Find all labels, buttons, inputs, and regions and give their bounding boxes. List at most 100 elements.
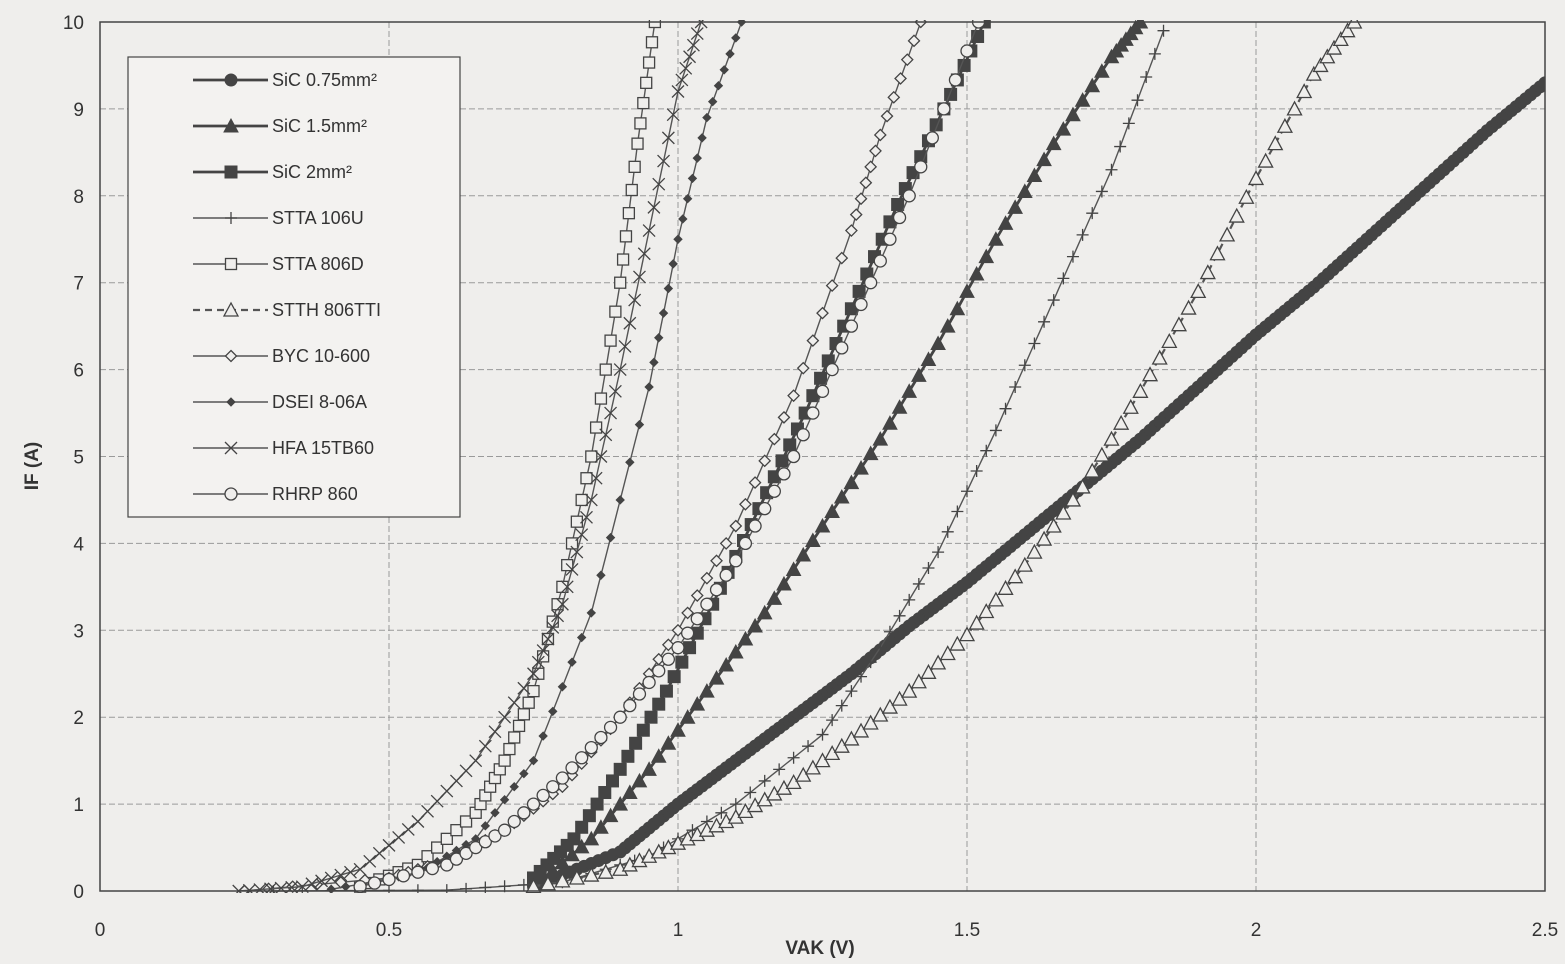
data-point [459, 846, 473, 860]
series-1 [525, 20, 1149, 893]
data-point [382, 838, 396, 852]
legend: SiC 0.75mm² SiC 1.5mm² SiC 2mm² STTA 106U ST… [127, 56, 461, 518]
data-point [594, 392, 608, 405]
y-tick-label: 9 [73, 100, 84, 121]
data-point [396, 869, 411, 883]
data-point [517, 708, 531, 721]
data-point [450, 824, 463, 837]
data-point [683, 50, 697, 64]
data-point [1238, 188, 1255, 204]
legend-label: SiC 0.75mm² [272, 70, 377, 90]
data-point [224, 441, 238, 455]
data-point [758, 454, 772, 468]
data-point [872, 706, 889, 722]
y-tick-label: 10 [63, 13, 84, 34]
data-point [650, 748, 667, 763]
data-point [596, 570, 606, 580]
series-5 [525, 20, 1363, 893]
legend-label: BYC 10-600 [272, 346, 370, 366]
data-point [586, 608, 597, 618]
data-point [968, 614, 985, 630]
data-point [902, 189, 916, 203]
data-point [854, 192, 868, 206]
data-point [597, 863, 614, 879]
data-point [731, 33, 741, 43]
data-point [1095, 185, 1108, 198]
data-point [548, 706, 558, 717]
data-point [686, 38, 700, 52]
data-point [608, 384, 622, 398]
data-point [583, 866, 600, 882]
legend-entry: HFA 15TB60 [193, 438, 374, 458]
data-point [657, 154, 671, 168]
legend-label: STTA 806D [272, 254, 364, 274]
data-point [353, 862, 367, 876]
data-point [1084, 77, 1101, 93]
data-point [910, 673, 927, 689]
y-tick-label: 6 [73, 361, 84, 382]
data-point [585, 450, 598, 463]
data-point [710, 554, 723, 568]
data-point [959, 283, 975, 298]
data-point [517, 806, 531, 820]
data-point [654, 333, 664, 343]
data-point [683, 641, 697, 655]
data-point [570, 545, 584, 559]
data-point [382, 872, 396, 887]
data-point [565, 761, 579, 775]
data-point [814, 517, 831, 533]
data-point [997, 579, 1014, 595]
data-point [844, 319, 859, 333]
data-point [490, 808, 500, 818]
data-point [671, 641, 685, 655]
data-point [1312, 57, 1329, 73]
data-point [488, 829, 502, 843]
data-point [660, 735, 677, 750]
data-point [864, 656, 877, 669]
data-point [224, 349, 238, 363]
data-point [628, 293, 642, 307]
data-point [756, 604, 773, 620]
data-point [844, 224, 858, 237]
data-point [786, 449, 801, 464]
data-point [783, 438, 797, 452]
x-tick-label: 1 [673, 920, 684, 941]
data-point [625, 457, 635, 468]
data-point [859, 176, 873, 190]
data-point [1007, 199, 1024, 214]
legend-entry: BYC 10-600 [193, 346, 370, 366]
data-point [1209, 245, 1226, 261]
data-point [673, 234, 683, 244]
data-point [440, 858, 454, 872]
data-point [824, 503, 840, 519]
data-point [659, 684, 673, 698]
data-point [531, 655, 545, 669]
data-point [644, 710, 658, 724]
data-point [914, 160, 928, 174]
data-point [663, 283, 674, 294]
data-point [623, 698, 637, 713]
legend-entry: DSEI 8-06A [193, 392, 367, 412]
data-point [835, 341, 849, 355]
data-point [1036, 151, 1052, 167]
data-point [912, 577, 925, 590]
data-point [679, 61, 693, 75]
data-point [594, 730, 608, 745]
data-point [541, 632, 555, 646]
data-point [642, 675, 656, 690]
data-point [1538, 76, 1545, 90]
data-point [707, 96, 718, 107]
data-point [226, 397, 236, 407]
legend-box [127, 56, 461, 518]
data-point [661, 652, 676, 666]
legend-label: RHRP 860 [272, 484, 358, 504]
y-axis-title: IF (A) [22, 442, 43, 491]
data-point [652, 697, 666, 711]
data-point [824, 745, 841, 761]
data-point [795, 766, 812, 782]
data-point [584, 740, 598, 755]
data-point [589, 421, 603, 434]
data-point [526, 797, 541, 811]
y-tick-label: 2 [73, 708, 84, 729]
data-point [826, 714, 839, 727]
